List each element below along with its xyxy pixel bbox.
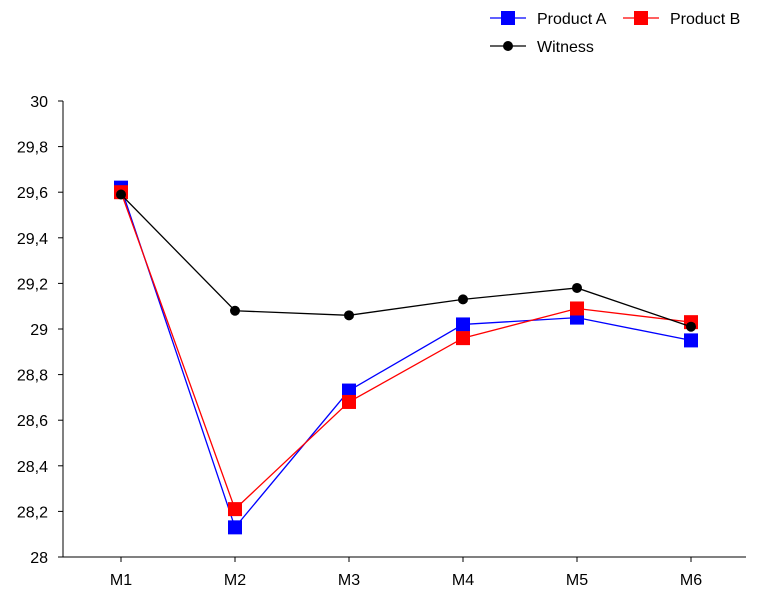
series-line [120,191,692,511]
y-tick-label: 30 [30,94,48,111]
data-point [230,305,240,316]
legend-item-product-b: Product B [623,11,740,28]
series-witness [116,189,696,332]
x-tick-label: M5 [566,572,588,589]
legend-marker [501,11,515,25]
data-point [570,301,584,316]
x-tick-label: M2 [224,572,246,589]
series-line [120,187,692,529]
y-tick-label: 28,6 [17,413,48,430]
series-line [120,194,692,328]
legend: Product A Product B Witness [490,11,740,56]
data-point [456,331,470,346]
axes: 28 28,2 28,4 28,6 28,8 29 29,2 29,4 29,6 29,8 30 M1… [17,94,746,589]
legend-item-witness: Witness [490,39,594,56]
series-layer [114,180,698,535]
y-tick-label: 28,4 [17,459,48,476]
y-tick-label: 29,8 [17,140,48,157]
legend-label: Witness [537,39,594,56]
x-tick-label: M4 [452,572,474,589]
x-tick-label: M1 [110,572,132,589]
data-point [342,394,356,409]
y-tick-label: 28,8 [17,368,48,385]
y-tick-label: 29,2 [17,276,48,293]
data-point [684,333,698,348]
legend-item-product-a: Product A [490,11,607,28]
data-point [344,310,354,321]
data-point [228,520,242,535]
data-point [458,294,468,305]
series-product-a [114,180,698,535]
y-tick-label: 28 [30,550,48,567]
x-tick-label: M6 [680,572,702,589]
data-point [686,321,696,332]
y-tick-label: 29,4 [17,231,48,248]
legend-label: Product A [537,11,607,28]
y-tick-label: 29 [30,322,48,339]
legend-marker [634,11,648,25]
series-product-b [114,185,698,517]
data-point [572,282,582,293]
data-point [116,189,126,200]
legend-label: Product B [670,11,740,28]
legend-marker [503,41,513,51]
y-tick-label: 28,2 [17,504,48,521]
data-point [228,502,242,517]
data-point [342,383,356,398]
data-point [456,317,470,332]
x-tick-label: M3 [338,572,360,589]
y-tick-label: 29,6 [17,185,48,202]
